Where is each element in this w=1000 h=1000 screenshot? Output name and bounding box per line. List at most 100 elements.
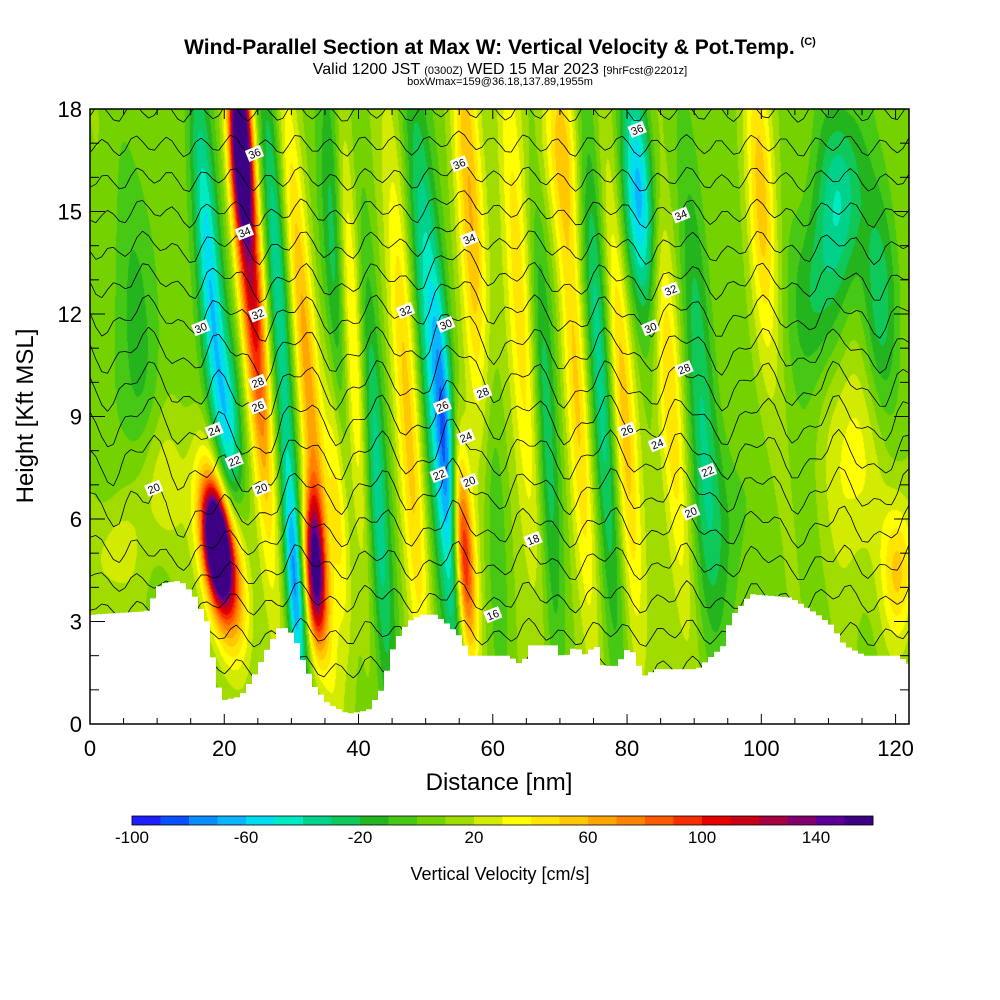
svg-text:34: 34	[237, 225, 253, 241]
theta-contour-26	[90, 248, 909, 304]
svg-text:20: 20	[683, 505, 699, 521]
colorbar-swatch	[246, 816, 275, 825]
contour-label-18: 18	[523, 530, 543, 549]
colorbar-swatch	[160, 816, 190, 825]
valid-utc: (0300Z)	[424, 65, 463, 77]
y-tick-label: 18	[58, 97, 82, 122]
svg-text:26: 26	[435, 399, 451, 415]
x-tick-label: 20	[212, 736, 236, 761]
theta-contour-19	[90, 499, 909, 571]
x-tick-label: 40	[346, 736, 370, 761]
svg-text:20: 20	[146, 481, 162, 497]
contour-label-32: 32	[661, 281, 681, 299]
theta-contour-28	[90, 190, 909, 229]
svg-text:28: 28	[677, 362, 693, 378]
contour-label-36: 36	[627, 120, 647, 138]
colorbar-swatch	[274, 816, 304, 825]
contour-label-26: 26	[432, 397, 453, 415]
svg-text:26: 26	[250, 399, 266, 415]
contour-label-26: 26	[617, 421, 637, 439]
contour-label-26: 26	[248, 397, 268, 415]
svg-text:28: 28	[475, 386, 491, 402]
theta-contour-29	[90, 161, 909, 193]
contour-label-20: 20	[144, 479, 164, 497]
colorbar-swatch	[787, 816, 817, 825]
colorbar-swatch	[531, 816, 560, 825]
svg-text:34: 34	[673, 208, 689, 224]
contour-label-34: 34	[459, 230, 479, 248]
svg-text:24: 24	[458, 430, 474, 446]
colorbar: -100 -60 -20 20 60 100 140	[115, 815, 874, 847]
contour-label-30: 30	[436, 315, 456, 333]
y-tick-label: 9	[70, 405, 82, 430]
contour-label-36: 36	[244, 144, 265, 162]
svg-text:36: 36	[247, 146, 263, 162]
theta-contour-22	[90, 379, 909, 455]
svg-text:18: 18	[526, 533, 542, 549]
contour-label-32: 32	[395, 302, 416, 320]
svg-text:24: 24	[207, 423, 223, 439]
contour-label-28: 28	[248, 373, 268, 391]
contour-label-30: 30	[640, 319, 661, 337]
y-axis-label: Height [Kft MSL]	[12, 329, 39, 504]
colorbar-swatch	[445, 816, 475, 825]
svg-text:22: 22	[227, 454, 243, 470]
x-tick-label: 60	[481, 736, 505, 761]
colorbar-swatch	[217, 816, 247, 825]
colorbar-swatch	[189, 816, 218, 825]
colorbar-swatch	[474, 816, 503, 825]
svg-text:30: 30	[643, 321, 659, 337]
svg-text:28: 28	[250, 375, 266, 391]
colorbar-swatch	[645, 816, 674, 825]
x-tick-label: 80	[615, 736, 639, 761]
colorbar-tick-label: -100	[115, 828, 149, 847]
colorbar-swatch	[759, 816, 788, 825]
svg-text:32: 32	[663, 283, 679, 299]
svg-text:22: 22	[700, 464, 716, 480]
x-tick-label: 100	[743, 736, 780, 761]
title-tag: (C)	[800, 36, 816, 48]
colorbar-tick-label: 60	[579, 828, 598, 847]
contour-label-34: 34	[671, 206, 691, 224]
svg-text:30: 30	[193, 321, 209, 337]
colorbar-swatch	[360, 816, 389, 825]
contour-label-22: 22	[697, 462, 718, 480]
x-tick-label: 120	[877, 736, 914, 761]
svg-text:20: 20	[462, 474, 478, 490]
y-tick-label: 15	[58, 200, 82, 225]
x-tick-label: 0	[84, 736, 96, 761]
chart-subtitle: Valid 1200 JST (0300Z) WED 15 Mar 2023 […	[312, 61, 688, 78]
colorbar-tick-label: 20	[465, 828, 484, 847]
contour-label-28: 28	[674, 360, 694, 378]
svg-text:32: 32	[398, 304, 414, 320]
colorbar-tick-label: 100	[688, 828, 716, 847]
colorbar-swatch	[331, 816, 361, 825]
theta-contour-labels: 36 36 36 34 34 34 32 32 32 30 30 30 28 28 28 26 26 26 24 24…	[144, 120, 718, 623]
colorbar-swatch	[132, 816, 161, 825]
svg-text:24: 24	[650, 437, 666, 453]
svg-text:20: 20	[254, 481, 270, 497]
contour-label-24: 24	[456, 428, 476, 446]
theta-contour-30	[90, 130, 909, 158]
colorbar-swatch	[388, 816, 418, 825]
contour-label-16: 16	[483, 606, 503, 623]
theta-contour-23	[90, 344, 909, 420]
colorbar-swatch	[616, 816, 646, 825]
svg-text:36: 36	[452, 157, 468, 173]
contour-label-28: 28	[473, 384, 493, 402]
contour-label-20: 20	[459, 472, 479, 490]
valid-date: WED 15 Mar 2023	[467, 61, 599, 78]
forecast-info: [9hrFcst@2201z]	[603, 65, 688, 77]
chart-title: Wind-Parallel Section at Max W: Vertical…	[184, 36, 816, 59]
contour-label-24: 24	[647, 435, 667, 453]
contour-label-20: 20	[681, 503, 701, 521]
colorbar-swatch	[673, 816, 703, 825]
colorbar-tick-label: -20	[348, 828, 373, 847]
contour-label-36: 36	[449, 155, 469, 173]
colorbar-swatch	[816, 816, 845, 825]
colorbar-swatch	[730, 816, 760, 825]
y-tick-label: 6	[70, 507, 82, 532]
